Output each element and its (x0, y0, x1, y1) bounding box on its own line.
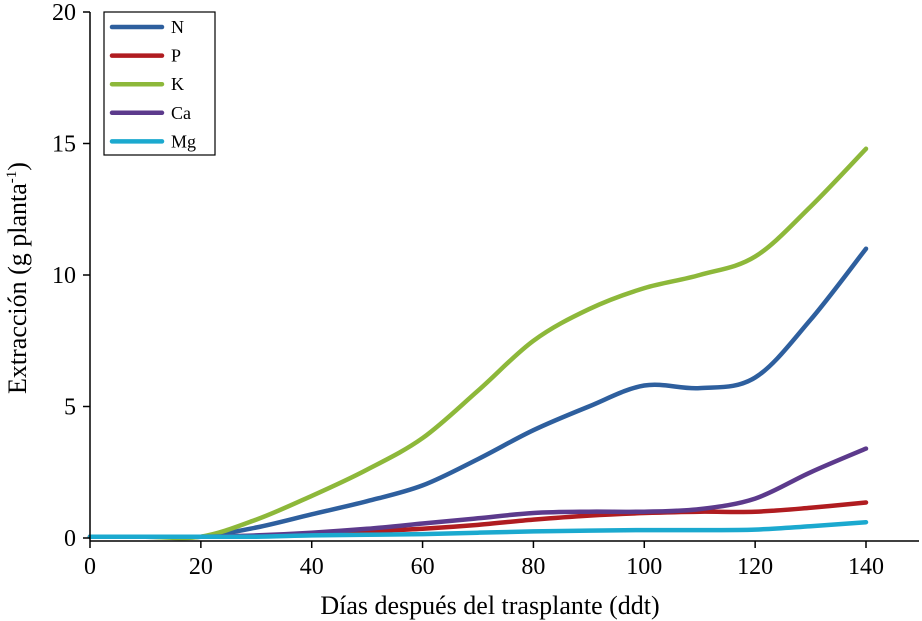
x-tick-label: 0 (84, 554, 96, 580)
x-tick-label: 140 (848, 554, 884, 580)
lines-layer (87, 146, 869, 541)
legend-label-ca: Ca (171, 103, 191, 123)
y-tick-label: 5 (64, 395, 76, 421)
x-tick-label: 40 (300, 554, 324, 580)
legend-items: NPK Ca Mg (109, 17, 196, 151)
series-line-mg (87, 519, 869, 540)
y-tick-label: 10 (52, 263, 76, 289)
series-line-k (87, 146, 869, 541)
x-tick-label: 100 (626, 554, 662, 580)
axes (89, 12, 919, 542)
y-axis-title-main: Extracción (g planta (3, 183, 32, 394)
x-tick-label: 60 (411, 554, 435, 580)
y-tick-label: 0 (64, 526, 76, 552)
x-tick-label: 20 (189, 554, 213, 580)
legend: NPK Ca Mg (103, 11, 216, 156)
x-tick-label: 80 (521, 554, 545, 580)
y-tick-label: 20 (52, 0, 76, 26)
y-axis-title: Extracción (g planta-1) (3, 162, 32, 394)
x-axis-title: Días después del trasplante (ddt) (320, 591, 659, 620)
y-tick-label: 15 (52, 132, 76, 158)
ticks: 0 20 40 60 80 100 120 140 0 5 10 15 20 (52, 0, 884, 580)
x-tick-label: 120 (737, 554, 773, 580)
y-axis-title-close: ) (3, 162, 32, 171)
legend-label-k: K (171, 74, 184, 94)
y-axis-title-superscript: -1 (4, 171, 20, 184)
legend-label-mg: Mg (171, 131, 196, 151)
legend-label-n: N (171, 17, 184, 37)
legend-label-p: P (171, 46, 181, 66)
